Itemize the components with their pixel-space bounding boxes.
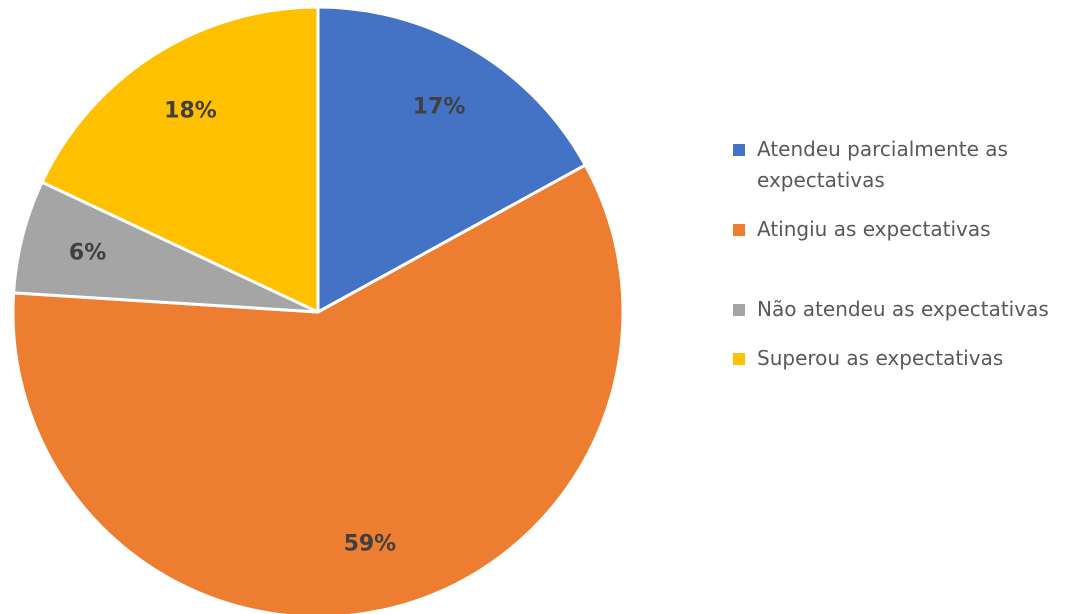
pie-slices	[11, 5, 625, 614]
pie-data-labels: 17% 59% 6% 18%	[69, 95, 466, 557]
slice-value-label: 59%	[344, 532, 397, 557]
legend-label: Atingiu as expectativas	[757, 217, 991, 241]
slice-value-label: 6%	[69, 240, 106, 265]
legend-item-superou: Superou as expectativas	[733, 343, 1088, 374]
legend-swatch	[733, 353, 745, 365]
legend-swatch	[733, 304, 745, 316]
legend-swatch	[733, 144, 745, 156]
slice-value-label: 18%	[164, 99, 217, 124]
legend-item-nao-atendeu: Não atendeu as expectativas	[733, 294, 1088, 325]
pie-slice-1	[11, 163, 625, 614]
legend-label: Não atendeu as expectativas	[757, 297, 1049, 321]
legend-item-atendeu-parcialmente: Atendeu parcialmente as expectativas	[733, 134, 1088, 196]
legend-item-atingiu: Atingiu as expectativas	[733, 214, 1088, 245]
slice-value-label: 17%	[413, 95, 466, 120]
pie-slice-3	[40, 5, 320, 314]
chart-legend: Atendeu parcialmente as expectativas Ati…	[733, 134, 1088, 392]
legend-label: Atendeu parcialmente as expectativas	[757, 137, 1008, 192]
pie-slice-0	[316, 5, 587, 314]
legend-label: Superou as expectativas	[757, 346, 1004, 370]
legend-swatch	[733, 224, 745, 236]
